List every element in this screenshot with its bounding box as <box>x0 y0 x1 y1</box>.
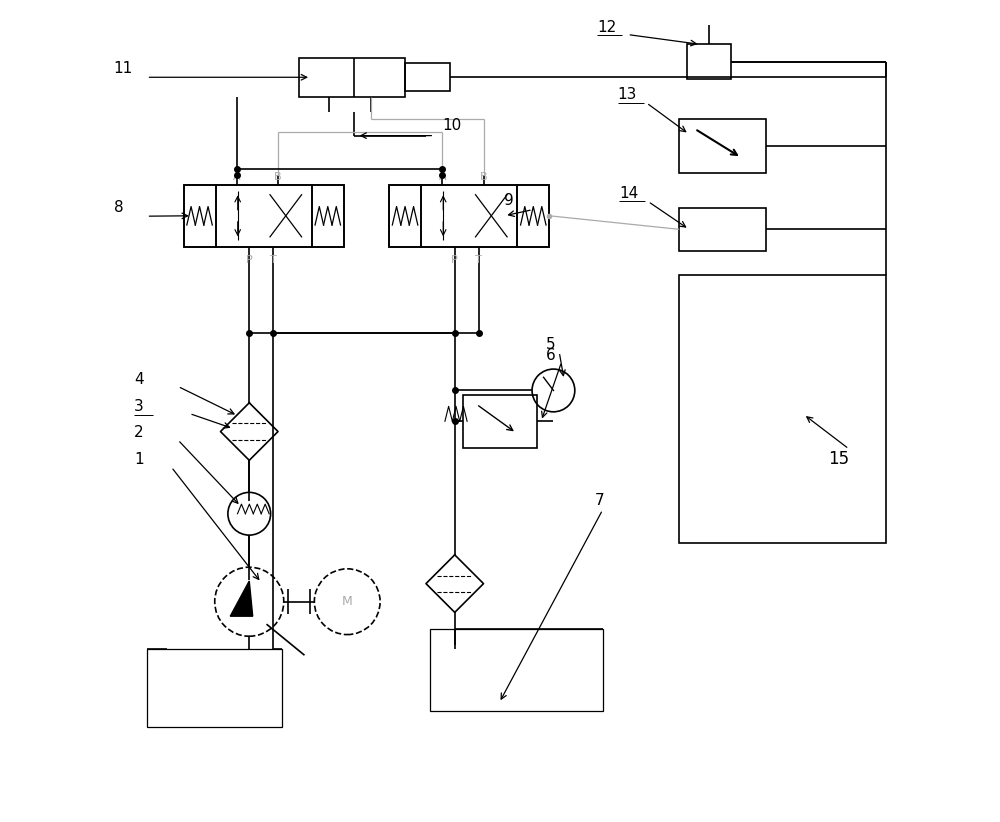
Text: 1: 1 <box>134 452 144 467</box>
Text: 13: 13 <box>618 87 637 102</box>
Text: 10: 10 <box>442 118 462 133</box>
Bar <box>312 185 344 247</box>
Bar <box>184 185 344 247</box>
Text: B: B <box>274 172 282 182</box>
Bar <box>147 649 282 727</box>
Text: 7: 7 <box>595 493 604 508</box>
Bar <box>679 275 886 543</box>
Bar <box>517 185 549 247</box>
Bar <box>184 185 216 247</box>
Bar <box>216 185 312 247</box>
Polygon shape <box>230 581 253 616</box>
Text: 14: 14 <box>619 186 638 201</box>
Text: 12: 12 <box>597 20 616 35</box>
Text: 15: 15 <box>828 450 849 468</box>
Text: P: P <box>451 255 458 265</box>
Text: M: M <box>342 595 353 608</box>
Text: 8: 8 <box>114 201 123 215</box>
Text: 11: 11 <box>114 61 133 76</box>
Bar <box>463 395 537 448</box>
Bar <box>389 185 421 247</box>
Bar <box>430 629 603 711</box>
Text: T: T <box>270 255 277 265</box>
Text: 6: 6 <box>546 349 556 363</box>
Bar <box>679 208 766 251</box>
Text: A: A <box>233 172 241 182</box>
Bar <box>299 58 405 97</box>
Text: 9: 9 <box>504 193 514 208</box>
Bar <box>679 119 766 173</box>
Bar <box>421 185 517 247</box>
Text: 4: 4 <box>134 372 144 387</box>
Text: 5: 5 <box>546 337 556 352</box>
Text: T: T <box>475 255 482 265</box>
Text: 2: 2 <box>134 425 144 440</box>
Text: P: P <box>246 255 253 265</box>
Bar <box>687 44 731 79</box>
Text: 3: 3 <box>134 399 144 414</box>
Text: B: B <box>480 172 487 182</box>
Bar <box>389 185 549 247</box>
Text: A: A <box>438 172 446 182</box>
Bar <box>405 63 450 91</box>
